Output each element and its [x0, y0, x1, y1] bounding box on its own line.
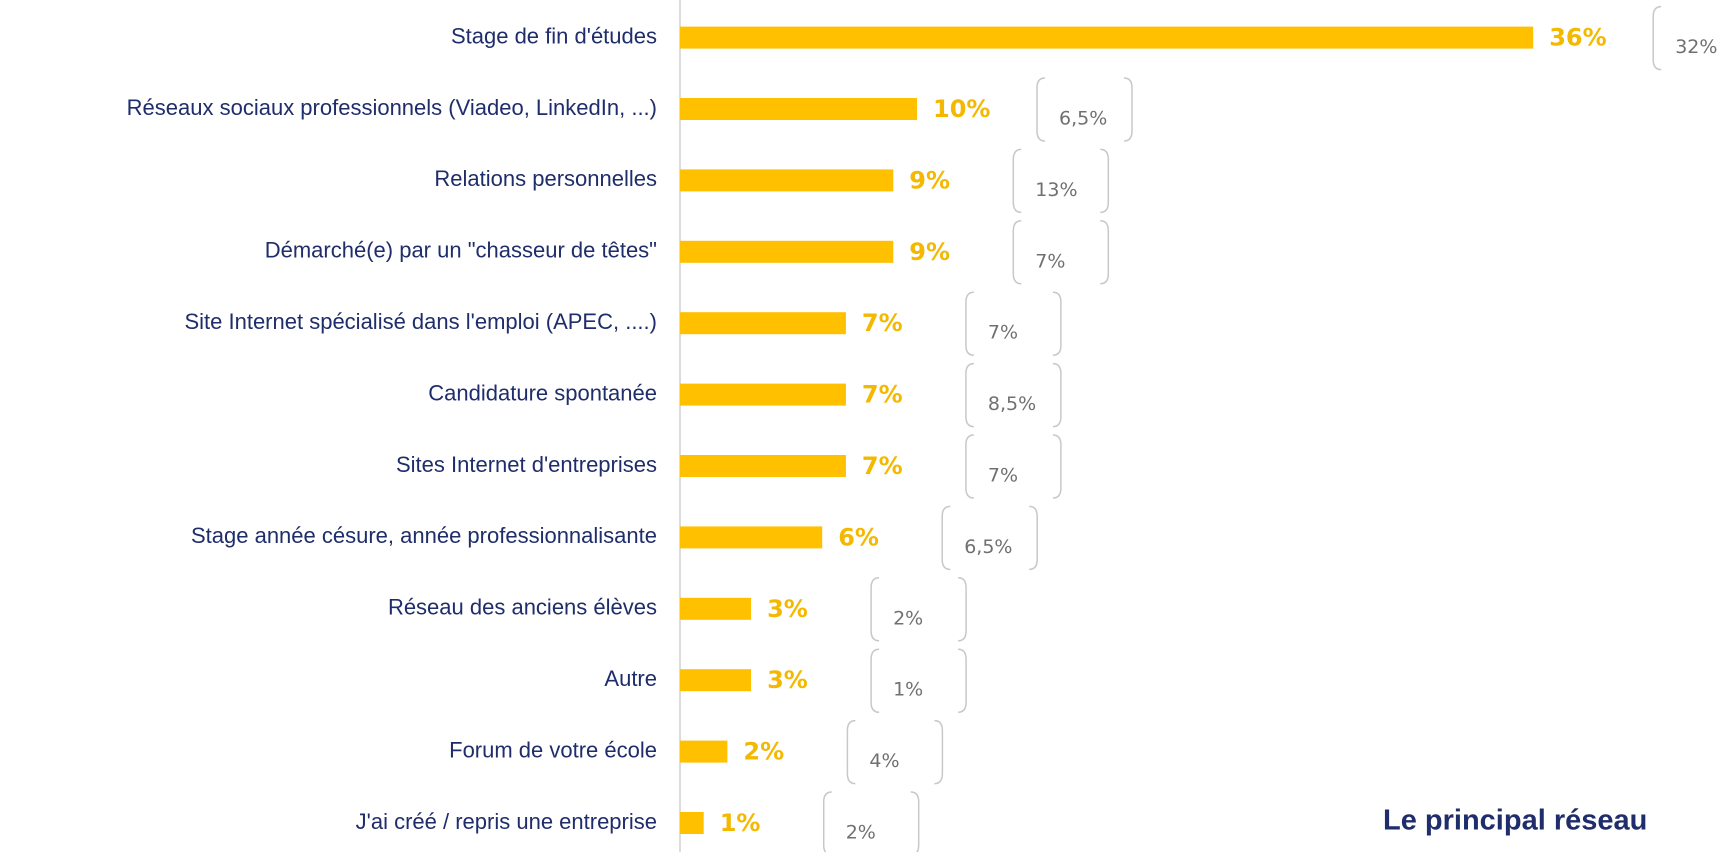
bracket	[1052, 362, 1062, 428]
comparison-label: 6,5%	[964, 536, 1012, 558]
value-label: 7%	[862, 309, 903, 337]
value-label: 7%	[862, 452, 903, 480]
bar	[680, 312, 846, 335]
bracket	[822, 791, 832, 852]
bracket	[1100, 148, 1110, 214]
bar	[680, 240, 894, 263]
category-label: Autre	[604, 666, 657, 691]
value-label: 9%	[909, 238, 950, 266]
bar	[680, 383, 846, 406]
comparison-label: 2%	[893, 607, 923, 629]
bar	[680, 169, 894, 192]
category-label: Stage année césure, année professionnali…	[191, 523, 657, 548]
category-label: Relations personnelles	[434, 166, 657, 191]
comparison-label: 7%	[988, 322, 1018, 344]
value-label: 10%	[933, 95, 990, 123]
bar	[680, 740, 728, 763]
comparison-label: 2%	[846, 822, 876, 844]
comparison-label: 7%	[988, 465, 1018, 487]
value-label: 1%	[720, 809, 761, 837]
bar	[680, 526, 823, 549]
bracket	[1100, 220, 1110, 285]
bar	[680, 597, 752, 620]
value-label: 6%	[838, 523, 879, 551]
bracket	[941, 505, 951, 571]
value-label: 3%	[767, 595, 808, 623]
category-label: Forum de votre école	[449, 737, 657, 762]
annotation: Le principal réseau	[1383, 805, 1647, 837]
bracket	[1052, 434, 1062, 499]
category-label: Démarché(e) par un "chasseur de têtes"	[265, 238, 657, 263]
category-label: Sites Internet d'entreprises	[396, 452, 657, 477]
bracket	[1012, 220, 1022, 285]
comparison-label: 6,5%	[1059, 108, 1107, 130]
bracket	[1052, 291, 1062, 356]
bracket	[910, 791, 920, 852]
comparison-label: 13%	[1035, 179, 1077, 201]
category-label: Réseau des anciens élèves	[388, 595, 657, 620]
bar	[680, 669, 752, 692]
bar	[680, 26, 1534, 49]
comparison-label: 1%	[893, 679, 923, 701]
comparison-label: 7%	[1035, 250, 1065, 272]
bracket	[870, 577, 880, 642]
comparison-label: 8,5%	[988, 393, 1036, 415]
category-label: J'ai créé / repris une entreprise	[356, 809, 657, 834]
bar	[680, 455, 846, 477]
bar	[680, 98, 917, 120]
value-label: 2%	[743, 738, 784, 766]
comparison-label: 4%	[869, 750, 899, 772]
category-label: Réseaux sociaux professionnels (Viadeo, …	[127, 95, 657, 120]
bracket	[965, 362, 974, 428]
comparison-label: 32%	[1675, 36, 1717, 58]
value-label: 36%	[1549, 24, 1606, 52]
bar	[680, 812, 704, 834]
category-label: Site Internet spécialisé dans l'emploi (…	[184, 309, 657, 334]
value-label: 7%	[862, 381, 903, 409]
bracket	[1036, 77, 1046, 142]
bracket	[1029, 505, 1038, 571]
value-label: 3%	[767, 666, 808, 694]
bracket	[1652, 5, 1662, 71]
bracket	[846, 719, 856, 785]
bracket	[934, 719, 944, 785]
bracket	[1123, 77, 1133, 142]
category-label: Stage de fin d'études	[451, 23, 657, 48]
bracket	[870, 648, 880, 713]
bracket	[958, 577, 967, 642]
bracket	[965, 434, 974, 499]
bracket	[1012, 148, 1022, 214]
bracket	[965, 291, 974, 356]
value-label: 9%	[909, 166, 950, 194]
category-label: Candidature spontanée	[428, 380, 657, 405]
bracket	[958, 648, 967, 713]
